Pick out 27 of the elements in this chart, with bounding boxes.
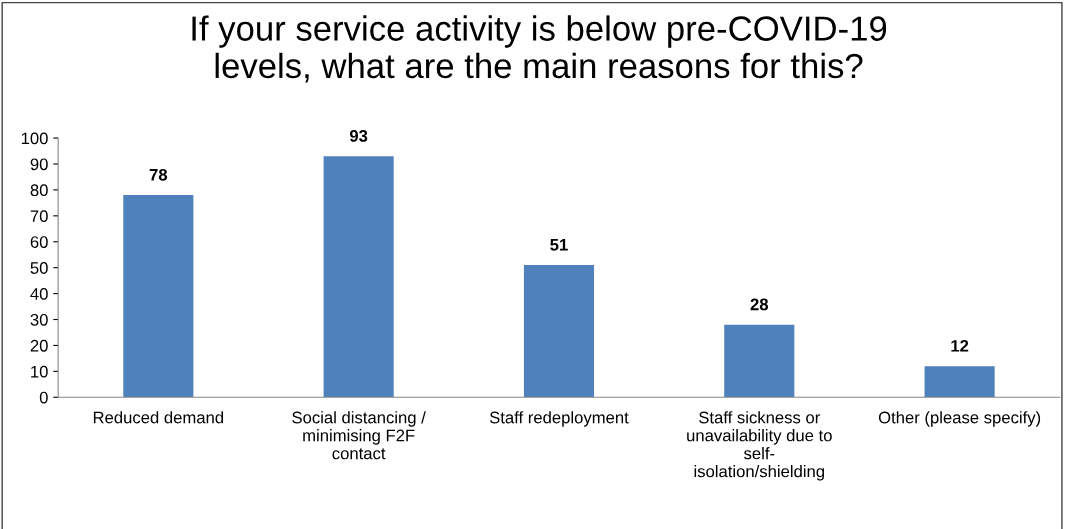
data-label: 28 bbox=[750, 298, 769, 311]
y-tick-label: 100 bbox=[21, 132, 48, 145]
y-tick-label: 0 bbox=[39, 391, 48, 404]
data-label: 51 bbox=[550, 239, 568, 251]
data-label: 78 bbox=[149, 168, 168, 181]
data-label: 12 bbox=[951, 339, 969, 352]
x-tick-label: Staff sickness or unavailability due to self- isolation/shielding bbox=[687, 411, 832, 481]
y-tick-label: 40 bbox=[30, 288, 48, 300]
y-tick-label: 60 bbox=[30, 236, 48, 248]
x-tick-label: Other (please specify) bbox=[878, 411, 1041, 427]
data-label: 93 bbox=[349, 130, 368, 142]
y-tick-label: 20 bbox=[30, 339, 48, 352]
bar bbox=[323, 156, 394, 398]
chart-title: If your service activity is below pre-COVID-19 levels, what are the main reasons for this? bbox=[192, 15, 887, 83]
bar bbox=[123, 195, 194, 398]
y-tick-label: 10 bbox=[31, 365, 48, 378]
y-tick-label: 90 bbox=[30, 158, 48, 171]
x-tick-label: Reduced demand bbox=[93, 411, 224, 424]
y-tick-label: 30 bbox=[30, 313, 48, 326]
bar bbox=[924, 366, 995, 398]
bar bbox=[724, 324, 795, 398]
y-tick-label: 50 bbox=[30, 262, 48, 274]
y-tick-label: 80 bbox=[30, 184, 48, 197]
x-tick-label: Social distancing / minimising F2F contact bbox=[292, 411, 426, 460]
x-tick-label: Staff redeployment bbox=[489, 411, 629, 427]
y-tick-label: 70 bbox=[30, 210, 48, 223]
bar bbox=[523, 265, 595, 398]
